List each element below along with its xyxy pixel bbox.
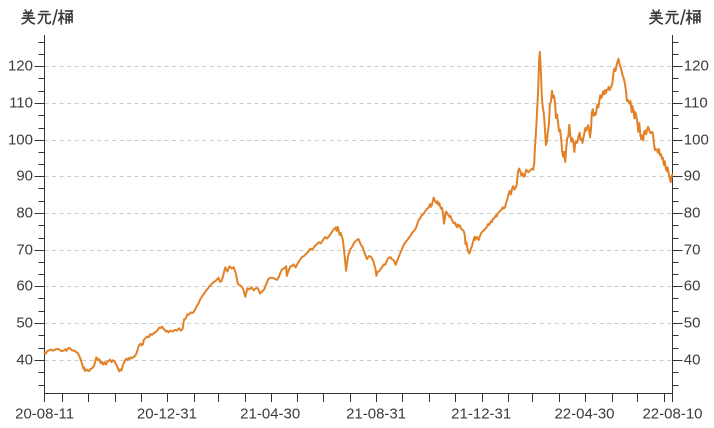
svg-text:21-12-31: 21-12-31 [451, 406, 511, 423]
svg-text:40: 40 [16, 352, 33, 369]
svg-text:70: 70 [684, 242, 701, 259]
svg-text:20-12-31: 20-12-31 [137, 406, 197, 423]
svg-text:90: 90 [684, 168, 701, 185]
svg-text:20-08-11: 20-08-11 [15, 406, 74, 423]
svg-text:120: 120 [684, 58, 709, 75]
svg-text:80: 80 [16, 205, 33, 222]
svg-text:40: 40 [684, 352, 701, 369]
svg-text:21-04-30: 21-04-30 [240, 406, 300, 423]
svg-text:110: 110 [684, 95, 708, 112]
svg-text:50: 50 [684, 315, 701, 332]
svg-text:60: 60 [684, 278, 701, 295]
svg-text:120: 120 [8, 58, 33, 75]
svg-text:22-08-10: 22-08-10 [642, 406, 702, 423]
svg-text:70: 70 [16, 242, 33, 259]
svg-text:22-04-30: 22-04-30 [554, 406, 614, 423]
svg-text:80: 80 [684, 205, 701, 222]
svg-text:100: 100 [8, 132, 33, 149]
svg-text:21-08-31: 21-08-31 [346, 406, 406, 423]
svg-text:90: 90 [16, 168, 33, 185]
svg-text:110: 110 [9, 95, 33, 112]
svg-text:50: 50 [16, 315, 33, 332]
svg-text:60: 60 [16, 278, 33, 295]
svg-text:100: 100 [684, 132, 709, 149]
